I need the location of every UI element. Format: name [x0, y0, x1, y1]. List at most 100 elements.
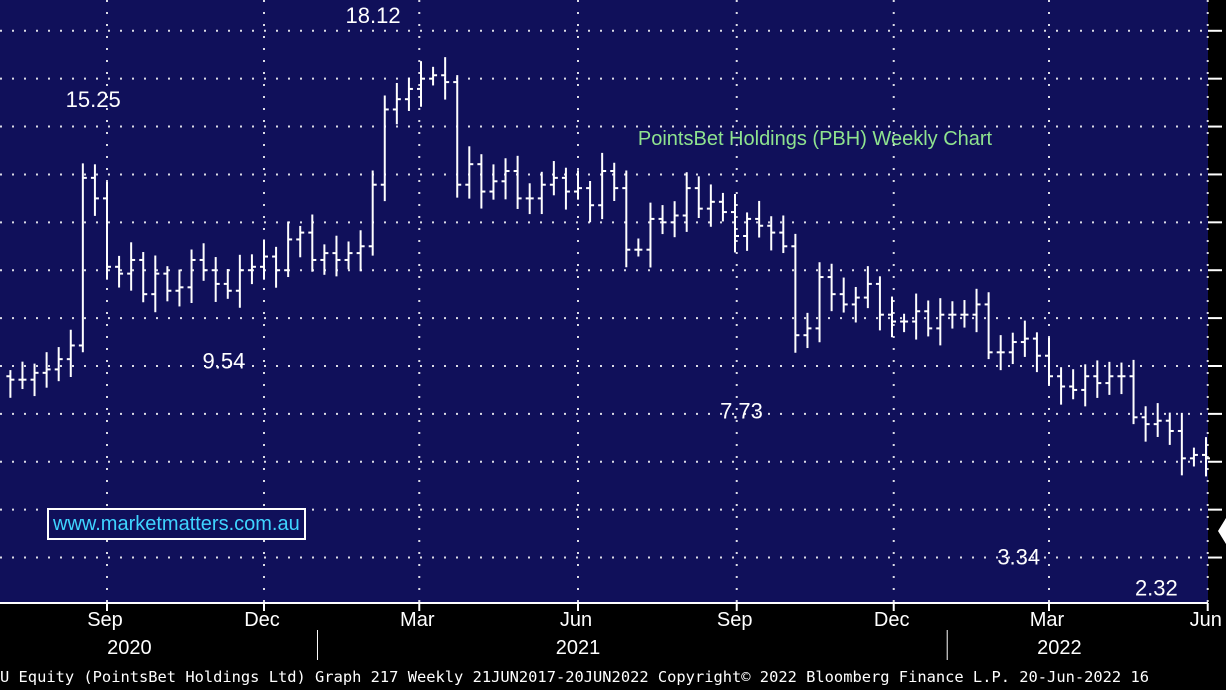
ohlc-bar — [477, 154, 486, 209]
ohlc-bar — [260, 239, 268, 280]
year-label: 2020 — [107, 637, 152, 659]
price-axis-background — [1208, 0, 1226, 602]
ohlc-bar — [513, 155, 522, 209]
price-annotation: 2.32 — [1135, 575, 1178, 600]
ohlc-bar — [54, 347, 63, 382]
ohlc-bar — [610, 162, 619, 202]
ohlc-bar — [900, 313, 909, 333]
ohlc-bar — [791, 233, 800, 353]
ohlc-bar — [356, 230, 365, 272]
ohlc-bar — [1165, 412, 1174, 445]
ohlc-bar — [1093, 360, 1102, 398]
chart-title: PointsBet Holdings (PBH) Weekly Chart — [638, 128, 993, 150]
ohlc-bar — [984, 292, 993, 360]
ohlc-bar — [368, 170, 377, 256]
month-label: Jun — [560, 609, 592, 631]
price-annotation: 3.34 — [997, 544, 1040, 569]
ohlc-bar — [875, 276, 884, 331]
month-label: Sep — [87, 609, 123, 631]
ohlc-bar — [235, 254, 244, 308]
ohlc-bar — [187, 249, 196, 304]
ohlc-bar — [30, 363, 39, 397]
ohlc-bar — [549, 161, 558, 196]
watermark-url: www.marketmatters.com.au — [47, 508, 306, 540]
ohlc-bar — [924, 300, 933, 337]
ohlc-bar — [1045, 337, 1053, 386]
bloomberg-footer: U Equity (PointsBet Holdings Ltd) Graph … — [0, 664, 1226, 690]
month-label: Sep — [717, 609, 753, 631]
ohlc-bar — [634, 238, 643, 257]
price-annotation: 15.25 — [66, 87, 121, 112]
ohlc-bar — [1177, 412, 1186, 476]
ohlc-bar — [199, 243, 208, 281]
ohlc-bar — [103, 181, 111, 280]
ohlc-bar — [1032, 332, 1041, 373]
ohlc-bar — [211, 257, 220, 302]
ohlc-bar — [658, 205, 667, 235]
price-annotation: 9.54 — [203, 348, 246, 373]
ohlc-bar — [646, 202, 655, 268]
plot-background — [0, 0, 1208, 602]
ohlc-bar — [1141, 406, 1150, 442]
ohlc-bar — [151, 255, 160, 313]
ohlc-bar — [767, 216, 776, 251]
ohlc-bar — [320, 244, 329, 275]
ohlc-bar — [247, 254, 256, 285]
ohlc-bar — [936, 298, 945, 346]
ohlc-bar — [308, 214, 317, 272]
year-label: 2021 — [556, 637, 601, 659]
ohlc-bar — [417, 61, 425, 107]
ohlc-bar — [1008, 332, 1017, 365]
grid — [0, 0, 1209, 602]
ohlc-bar — [18, 361, 27, 390]
month-label: Jun — [1190, 609, 1222, 631]
ohlc-bar — [465, 146, 474, 199]
ohlc-bar — [115, 255, 124, 288]
ohlc-bar — [1057, 367, 1066, 405]
ohlc-bar — [501, 158, 510, 200]
ohlc-bar — [706, 184, 715, 227]
ohlc-bar — [296, 225, 305, 258]
ohlc-bar — [42, 352, 51, 388]
month-label: Mar — [1030, 609, 1065, 631]
ohlc-bar — [694, 176, 703, 219]
ohlc-bar — [755, 200, 764, 238]
ohlc-bar — [66, 329, 75, 377]
ohlc-bar — [163, 266, 172, 302]
ohlc-bar — [1105, 361, 1114, 395]
ohlc-bar — [525, 183, 534, 215]
price-bars — [6, 57, 1210, 477]
ohlc-bar — [78, 163, 87, 353]
ohlc-bar — [586, 180, 595, 223]
ohlc-bar — [803, 312, 812, 349]
ohlc-bar — [489, 164, 498, 200]
ohlc-bar — [1081, 364, 1090, 407]
ohlc-bar — [815, 262, 824, 343]
ohlc-bar — [912, 293, 921, 340]
ohlc-bar — [537, 171, 546, 215]
ohlc-bar — [223, 269, 232, 299]
ohlc-bar — [453, 75, 462, 198]
ohlc-bar — [888, 296, 896, 338]
month-label: Mar — [400, 609, 435, 631]
ohlc-bar — [1153, 403, 1162, 437]
ohlc-bar — [863, 266, 872, 309]
price-annotation: 18.12 — [346, 3, 401, 28]
date-axis: Sep Dec Mar Jun Sep Dec Mar Jun 2020 2021 2022 — [0, 602, 1222, 660]
ohlc-bar — [827, 263, 836, 312]
ohlc-bar — [851, 286, 860, 323]
ohlc-bar — [731, 194, 739, 253]
ohlc-bar — [682, 172, 691, 232]
ohlc-bar — [1189, 447, 1198, 467]
price-annotations: 15.25 18.12 9.54 7.73 3.34 2.32 — [66, 3, 1178, 600]
ohlc-bar — [1117, 362, 1126, 395]
ohlc-bar — [839, 277, 848, 313]
ohlc-bar — [598, 152, 607, 220]
ohlc-bar — [90, 164, 99, 216]
ohlc-bar — [670, 201, 679, 238]
ohlc-bar — [960, 300, 969, 328]
ohlc-bar — [1202, 437, 1210, 477]
month-label: Dec — [874, 609, 910, 631]
ohlc-bar — [6, 370, 15, 398]
